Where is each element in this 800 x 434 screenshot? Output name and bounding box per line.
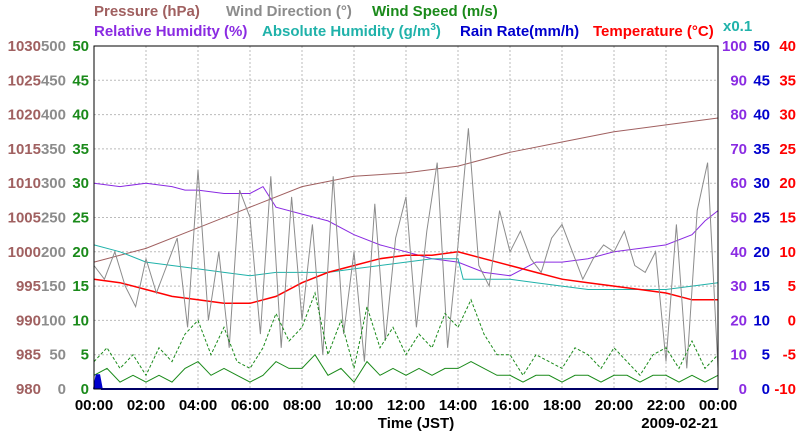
y-tick-rain_rate: 20 <box>753 244 770 261</box>
chart-date: 2009-02-21 <box>641 415 718 432</box>
x-tick: 12:00 <box>387 397 425 414</box>
y-tick-wind_speed: 50 <box>72 38 89 55</box>
y-tick-rain_rate: 35 <box>753 141 770 158</box>
y-tick-pressure: 1025 <box>8 72 41 89</box>
y-tick-humidity: 10 <box>730 347 747 364</box>
y-tick-rain_rate: 45 <box>753 72 770 89</box>
y-tick-wind_direction: 450 <box>41 72 66 89</box>
x-tick: 00:00 <box>699 397 737 414</box>
y-tick-pressure: 995 <box>16 278 41 295</box>
y-tick-wind_direction: 400 <box>41 107 66 124</box>
series-wind-speed-m-s <box>93 353 719 383</box>
y-tick-humidity: 30 <box>730 278 747 295</box>
y-tick-wind_direction: 350 <box>41 141 66 158</box>
x-tick: 20:00 <box>595 397 633 414</box>
x-tick: 04:00 <box>179 397 217 414</box>
y-tick-wind_speed: 45 <box>72 72 89 89</box>
y-tick-wind_speed: 5 <box>81 347 89 364</box>
y-tick-humidity: 20 <box>730 312 747 329</box>
x-tick: 00:00 <box>75 397 113 414</box>
y-tick-humidity: 40 <box>730 244 747 261</box>
y-tick-humidity: 0 <box>739 381 747 398</box>
series-temperature-c <box>93 251 718 305</box>
y-tick-pressure: 1015 <box>8 141 41 158</box>
y-tick-pressure: 1005 <box>8 210 41 227</box>
series-wind-direction <box>93 128 719 369</box>
y-tick-wind_direction: 0 <box>58 381 66 398</box>
y-tick-temperature: 20 <box>779 175 796 192</box>
y-tick-pressure: 1030 <box>8 38 41 55</box>
series-wind-speed-gust-m-s <box>93 291 719 377</box>
y-tick-pressure: 985 <box>16 347 41 364</box>
y-tick-wind_direction: 100 <box>41 312 66 329</box>
y-tick-humidity: 100 <box>722 38 747 55</box>
legend-relative-humidity: Relative Humidity (%) <box>94 23 247 40</box>
y-tick-rain_rate: 25 <box>753 210 770 227</box>
y-tick-rain_rate: 50 <box>753 38 770 55</box>
y-tick-humidity: 60 <box>730 175 747 192</box>
y-tick-wind_speed: 0 <box>81 381 89 398</box>
legend-rain-rate: Rain Rate(mm/h) <box>460 23 579 40</box>
y-tick-humidity: 80 <box>730 107 747 124</box>
y-tick-wind_speed: 25 <box>72 210 89 227</box>
x-tick: 08:00 <box>283 397 321 414</box>
y-tick-rain_rate: 15 <box>753 278 770 295</box>
y-tick-wind_speed: 15 <box>72 278 89 295</box>
y-tick-rain_rate: 40 <box>753 107 770 124</box>
x-tick: 16:00 <box>491 397 529 414</box>
series-absolute-humidity-g-m3 <box>93 244 719 290</box>
y-tick-rain_rate: 0 <box>762 381 770 398</box>
y-tick-wind_direction: 300 <box>41 175 66 192</box>
x-axis-label: Time (JST) <box>378 415 454 432</box>
x-tick: 10:00 <box>335 397 373 414</box>
y-tick-rain_rate: 5 <box>762 347 770 364</box>
x-tick: 14:00 <box>439 397 477 414</box>
legend-temperature: Temperature (°C) <box>593 23 714 40</box>
y-tick-wind_direction: 500 <box>41 38 66 55</box>
x-tick: 18:00 <box>543 397 581 414</box>
y-tick-rain_rate: 10 <box>753 312 770 329</box>
y-tick-pressure: 990 <box>16 312 41 329</box>
y-tick-temperature: 30 <box>779 107 796 124</box>
y-tick-temperature: 5 <box>788 278 796 295</box>
y-tick-temperature: 35 <box>779 72 796 89</box>
y-tick-wind_speed: 30 <box>72 175 89 192</box>
legend-wind-direction: Wind Direction (°) <box>226 3 352 20</box>
legend-wind-speed: Wind Speed (m/s) <box>372 3 498 20</box>
series-relative-humidity <box>93 182 719 277</box>
y-tick-wind_speed: 10 <box>72 312 89 329</box>
x-tick: 22:00 <box>647 397 685 414</box>
y-tick-temperature: 40 <box>779 38 796 55</box>
y-tick-pressure: 1000 <box>8 244 41 261</box>
y-tick-wind_speed: 40 <box>72 107 89 124</box>
x-tick: 06:00 <box>231 397 269 414</box>
legend-scale-note: x0.1 <box>723 18 752 35</box>
y-tick-pressure: 1010 <box>8 175 41 192</box>
plot-frame <box>93 45 719 390</box>
y-tick-humidity: 50 <box>730 210 747 227</box>
series-pressure-hpa <box>93 117 719 263</box>
y-tick-temperature: -10 <box>774 381 796 398</box>
y-tick-temperature: 15 <box>779 210 796 227</box>
y-tick-temperature: -5 <box>783 347 796 364</box>
tick-labels: 1030102510201015101010051000995990985980… <box>8 38 796 414</box>
y-tick-pressure: 980 <box>16 381 41 398</box>
y-tick-wind_direction: 250 <box>41 210 66 227</box>
y-tick-wind_speed: 35 <box>72 141 89 158</box>
y-tick-rain_rate: 30 <box>753 175 770 192</box>
y-tick-humidity: 70 <box>730 141 747 158</box>
y-tick-wind_direction: 150 <box>41 278 66 295</box>
y-tick-wind_speed: 20 <box>72 244 89 261</box>
y-tick-temperature: 0 <box>788 312 796 329</box>
legend-absolute-humidity: Absolute Humidity (g/m3) <box>262 22 441 40</box>
y-tick-pressure: 1020 <box>8 107 41 124</box>
y-tick-wind_direction: 200 <box>41 244 66 261</box>
y-tick-wind_direction: 50 <box>49 347 66 364</box>
x-tick: 02:00 <box>127 397 165 414</box>
y-tick-temperature: 10 <box>779 244 796 261</box>
y-tick-temperature: 25 <box>779 141 796 158</box>
legend-pressure: Pressure (hPa) <box>94 3 200 20</box>
y-tick-humidity: 90 <box>730 72 747 89</box>
